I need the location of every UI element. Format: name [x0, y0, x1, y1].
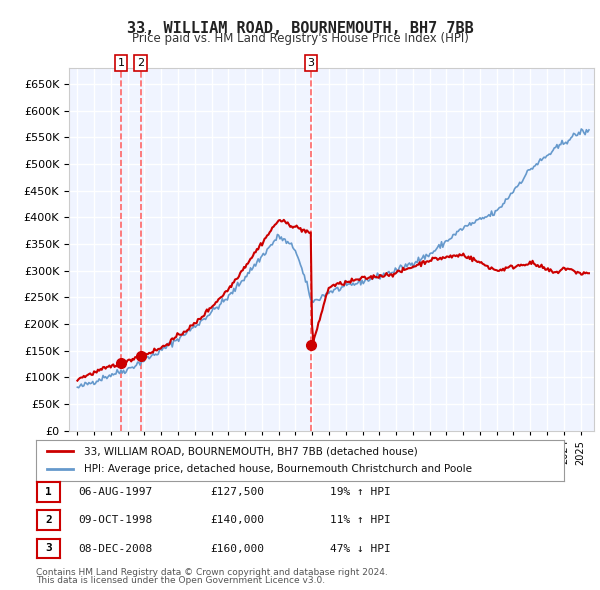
- Text: 09-OCT-1998: 09-OCT-1998: [78, 516, 152, 525]
- Text: 1: 1: [118, 58, 124, 68]
- Text: £127,500: £127,500: [210, 487, 264, 497]
- Text: 2: 2: [45, 515, 52, 525]
- Text: £140,000: £140,000: [210, 516, 264, 525]
- Text: 3: 3: [45, 543, 52, 553]
- Text: Contains HM Land Registry data © Crown copyright and database right 2024.: Contains HM Land Registry data © Crown c…: [36, 568, 388, 577]
- Text: 1: 1: [45, 487, 52, 497]
- Text: £160,000: £160,000: [210, 544, 264, 553]
- Text: 3: 3: [308, 58, 314, 68]
- Text: This data is licensed under the Open Government Licence v3.0.: This data is licensed under the Open Gov…: [36, 576, 325, 585]
- Text: Price paid vs. HM Land Registry's House Price Index (HPI): Price paid vs. HM Land Registry's House …: [131, 32, 469, 45]
- Text: 06-AUG-1997: 06-AUG-1997: [78, 487, 152, 497]
- Text: 11% ↑ HPI: 11% ↑ HPI: [330, 516, 391, 525]
- Text: 33, WILLIAM ROAD, BOURNEMOUTH, BH7 7BB: 33, WILLIAM ROAD, BOURNEMOUTH, BH7 7BB: [127, 21, 473, 35]
- Text: 19% ↑ HPI: 19% ↑ HPI: [330, 487, 391, 497]
- Text: 2: 2: [137, 58, 145, 68]
- Text: HPI: Average price, detached house, Bournemouth Christchurch and Poole: HPI: Average price, detached house, Bour…: [83, 464, 472, 474]
- Text: 08-DEC-2008: 08-DEC-2008: [78, 544, 152, 553]
- Text: 33, WILLIAM ROAD, BOURNEMOUTH, BH7 7BB (detached house): 33, WILLIAM ROAD, BOURNEMOUTH, BH7 7BB (…: [83, 446, 417, 456]
- Text: 47% ↓ HPI: 47% ↓ HPI: [330, 544, 391, 553]
